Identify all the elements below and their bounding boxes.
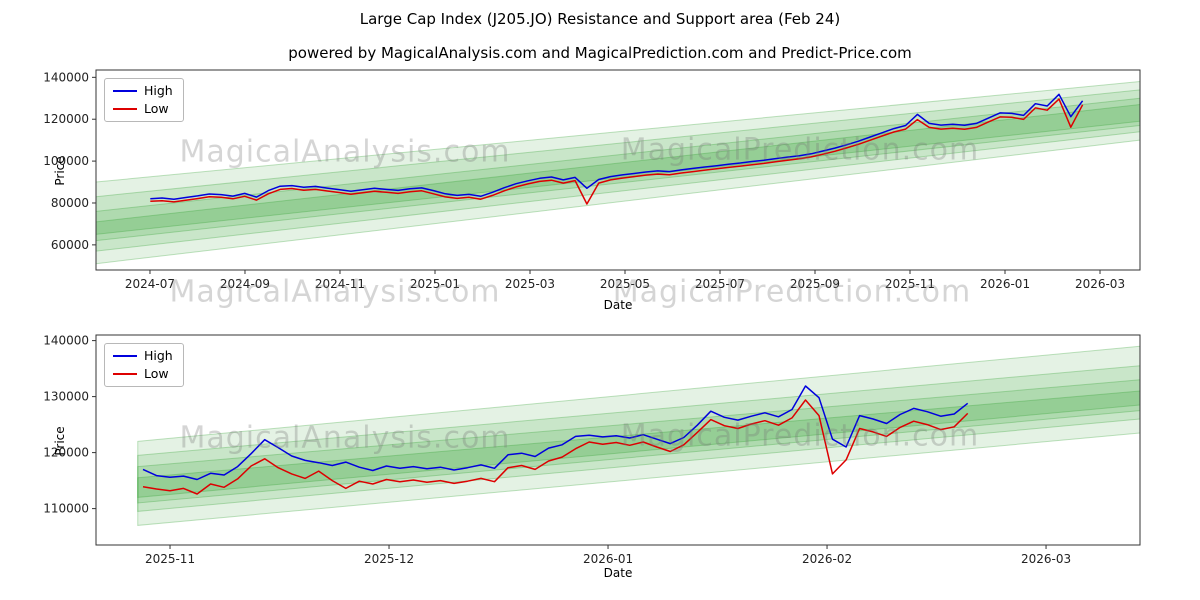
top-chart-xlabel: Date xyxy=(603,298,633,312)
legend-label-high: High xyxy=(144,83,173,98)
y-tick-label: 120000 xyxy=(43,112,89,126)
figure-subtitle: powered by MagicalAnalysis.com and Magic… xyxy=(288,44,912,62)
y-tick-label: 80000 xyxy=(51,196,89,210)
watermark-analysis: MagicalAnalysis.com xyxy=(169,274,501,310)
x-tick-label: 2024-11 xyxy=(315,277,365,291)
x-tick-label: 2025-12 xyxy=(364,552,414,566)
high-line-swatch xyxy=(113,90,137,93)
watermark-prediction: MagicalPrediction.com xyxy=(612,274,972,310)
y-tick-label: 110000 xyxy=(43,502,89,516)
x-tick-label: 2024-07 xyxy=(125,277,175,291)
x-tick-label: 2024-09 xyxy=(220,277,270,291)
low-line xyxy=(142,399,969,495)
legend-item-high: High xyxy=(113,348,173,363)
high-line xyxy=(142,385,969,481)
y-tick-label: 140000 xyxy=(43,70,89,84)
plot-area-0 xyxy=(96,81,1140,265)
bottom-chart-xlabel: Date xyxy=(603,566,633,580)
y-tick-label: 130000 xyxy=(43,390,89,404)
legend-label-low: Low xyxy=(144,100,169,116)
y-tick-label: 140000 xyxy=(43,334,89,348)
band-2 xyxy=(137,379,1140,504)
x-tick-label: 2025-01 xyxy=(410,277,460,291)
legend-label-high: High xyxy=(144,348,173,363)
low-line-swatch xyxy=(113,107,137,110)
watermark-prediction: MagicalPrediction.com xyxy=(620,418,980,454)
x-tick-label: 2025-07 xyxy=(695,277,745,291)
x-tick-label: 2026-01 xyxy=(980,277,1030,291)
top-chart-legend: High Low xyxy=(104,78,184,122)
x-tick-label: 2025-11 xyxy=(885,277,935,291)
x-tick-label: 2025-03 xyxy=(505,277,555,291)
band-3 xyxy=(137,390,1140,498)
legend-item-high: High xyxy=(113,83,173,98)
y-tick-label: 60000 xyxy=(51,238,89,252)
x-tick-label: 2026-02 xyxy=(802,552,852,566)
watermark-analysis: MagicalAnalysis.com xyxy=(179,134,511,170)
band-1 xyxy=(137,365,1140,512)
high-line xyxy=(150,93,1084,200)
legend-label-low: Low xyxy=(144,365,169,381)
x-tick-label: 2025-11 xyxy=(145,552,195,566)
legend-item-low: Low xyxy=(113,365,173,381)
low-line-swatch xyxy=(113,372,137,375)
x-tick-label: 2025-09 xyxy=(790,277,840,291)
y-tick-label: 120000 xyxy=(43,446,89,460)
x-tick-label: 2026-03 xyxy=(1021,552,1071,566)
figure-title: Large Cap Index (J205.JO) Resistance and… xyxy=(359,10,841,28)
watermark-analysis: MagicalAnalysis.com xyxy=(179,420,511,456)
plot-area-1 xyxy=(137,345,1140,526)
x-tick-label: 2026-01 xyxy=(583,552,633,566)
legend-item-low: Low xyxy=(113,100,173,116)
bottom-chart-legend: High Low xyxy=(104,343,184,387)
top-chart-ylabel: Price xyxy=(53,156,67,186)
watermark-prediction: MagicalPrediction.com xyxy=(620,132,980,168)
y-tick-label: 100000 xyxy=(43,154,89,168)
low-line xyxy=(150,98,1084,205)
band-0 xyxy=(96,81,1140,265)
x-tick-label: 2026-03 xyxy=(1075,277,1125,291)
plot-border-0 xyxy=(95,69,1141,271)
bottom-chart-ylabel: Price xyxy=(53,426,67,456)
plot-border-1 xyxy=(95,334,1141,546)
high-line-swatch xyxy=(113,355,137,358)
x-tick-label: 2025-05 xyxy=(600,277,650,291)
band-1 xyxy=(96,89,1140,252)
